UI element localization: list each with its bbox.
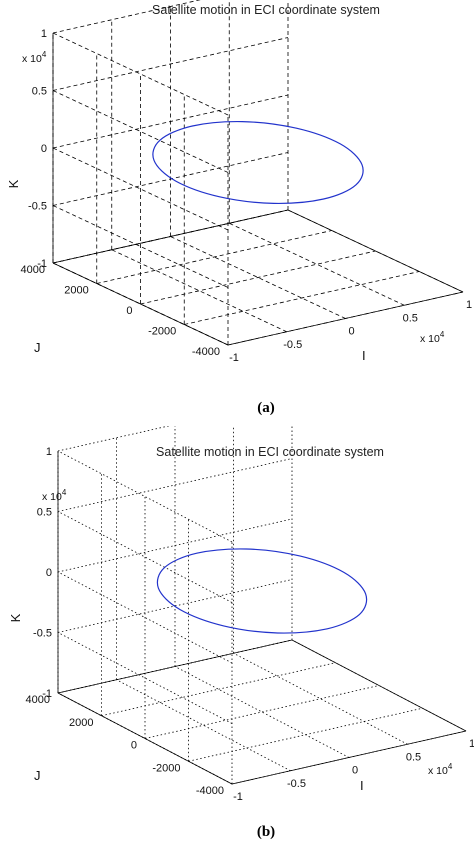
y-tick-label: -4000 bbox=[196, 785, 224, 797]
series-orbit bbox=[152, 120, 364, 205]
grid-line-x-floor bbox=[174, 666, 350, 758]
x-tick-label: -0.5 bbox=[283, 339, 302, 351]
x-exponent-power: 4 bbox=[440, 330, 445, 339]
x-exponent-base: x 10 bbox=[420, 333, 440, 345]
z-axis-label: K bbox=[8, 613, 23, 622]
chart-title: Satellite motion in ECI coordinate syste… bbox=[156, 445, 384, 459]
grid-line-z-side bbox=[57, 511, 233, 603]
tick-labels: -1-0.500.51-4000-2000020004000-1-0.500.5… bbox=[21, 28, 473, 364]
x-exponent: x 104 bbox=[420, 330, 445, 345]
z-tick-label: 0 bbox=[41, 143, 47, 155]
y-tick-label: 2000 bbox=[64, 285, 88, 297]
grid-line-x-floor bbox=[233, 652, 408, 745]
grid-line-z-side bbox=[57, 450, 233, 543]
z-tick-label: -0.5 bbox=[33, 628, 52, 640]
y-tick-label: -4000 bbox=[192, 346, 220, 358]
grid-line-y-floor bbox=[96, 230, 332, 284]
grid-line-z-back bbox=[52, 37, 289, 91]
caption-b: (b) bbox=[257, 824, 275, 840]
x-exponent-power: 4 bbox=[448, 762, 453, 771]
grid-line-y-floor bbox=[184, 271, 420, 325]
z-tick-label: 1 bbox=[46, 446, 52, 458]
grid-line-z-side bbox=[57, 571, 233, 664]
box-edge bbox=[291, 639, 467, 732]
x-tick-label: 0.5 bbox=[406, 751, 421, 763]
chart-a-svg: Satellite motion in ECI coordinate syste… bbox=[6, 0, 473, 416]
grid-line-x-floor bbox=[229, 222, 405, 306]
grid-line-y-floor bbox=[140, 250, 376, 305]
series-orbit bbox=[156, 548, 368, 634]
grid-lines bbox=[57, 426, 467, 785]
z-tick-label: 0 bbox=[46, 567, 52, 579]
grid-line-z-side bbox=[52, 147, 229, 231]
y-axis-label: J bbox=[34, 340, 41, 355]
chart-b-svg: Satellite motion in ECI coordinate syste… bbox=[8, 426, 474, 840]
x-exponent: x 104 bbox=[428, 762, 453, 777]
y-tick-label: 2000 bbox=[69, 717, 93, 729]
grid-line-z-back bbox=[52, 94, 289, 149]
z-exponent-base: x 10 bbox=[22, 53, 42, 65]
z-tick-label: -1 bbox=[42, 688, 52, 700]
x-tick-label: 1 bbox=[466, 299, 472, 311]
axis-edge-x bbox=[227, 291, 464, 346]
tick-labels: -1-0.500.51-4000-2000020004000-1-0.500.5… bbox=[26, 446, 474, 803]
x-exponent-base: x 10 bbox=[428, 765, 448, 777]
box-edge bbox=[52, 209, 289, 264]
chart-title: Satellite motion in ECI coordinate syste… bbox=[152, 3, 380, 17]
orbit-line bbox=[156, 548, 368, 634]
y-tick-label: 4000 bbox=[21, 264, 45, 276]
y-tick-label: -2000 bbox=[148, 326, 176, 338]
z-tick-label: 0.5 bbox=[37, 507, 52, 519]
z-exponent: x 104 bbox=[22, 50, 47, 65]
axis-edge-x bbox=[231, 730, 467, 785]
grid-line-y-floor bbox=[144, 685, 380, 739]
y-tick-label: 4000 bbox=[26, 694, 50, 706]
grid-line-z-side bbox=[52, 205, 229, 288]
z-exponent: x 104 bbox=[42, 488, 67, 503]
box-edge bbox=[287, 209, 464, 293]
z-tick-label: -0.5 bbox=[28, 201, 47, 213]
grid-line-y-floor bbox=[101, 662, 336, 717]
x-tick-label: 1 bbox=[469, 738, 474, 750]
axis-edge-y bbox=[57, 692, 233, 785]
x-axis-label: I bbox=[362, 348, 366, 363]
chart-panel-a: Satellite motion in ECI coordinate syste… bbox=[6, 0, 473, 416]
z-axis-label: K bbox=[6, 179, 21, 188]
grid-line-z-back bbox=[52, 0, 202, 34]
z-tick-label: 1 bbox=[41, 28, 47, 40]
z-exponent-power: 4 bbox=[62, 488, 67, 497]
x-tick-label: -0.5 bbox=[287, 778, 306, 790]
z-exponent-power: 4 bbox=[42, 50, 47, 59]
caption-a: (a) bbox=[257, 400, 275, 416]
grid-line-z-side bbox=[57, 632, 233, 724]
y-axis-label: J bbox=[34, 768, 41, 783]
orbit-line bbox=[152, 120, 364, 205]
x-tick-label: -1 bbox=[229, 352, 239, 364]
x-tick-label: 0 bbox=[348, 326, 354, 338]
grid-line-x-floor bbox=[170, 236, 346, 319]
x-tick-label: 0.5 bbox=[403, 312, 418, 324]
x-tick-label: -1 bbox=[233, 791, 243, 803]
chart-panel-b: Satellite motion in ECI coordinate syste… bbox=[0, 426, 474, 852]
grid-lines bbox=[52, 0, 464, 346]
x-axis-label: I bbox=[360, 778, 364, 793]
grid-line-x-floor bbox=[111, 249, 287, 333]
y-tick-label: 0 bbox=[126, 305, 132, 317]
grid-line-z-side bbox=[52, 90, 229, 173]
axis-edge-y bbox=[52, 262, 229, 346]
grid-line-z-side bbox=[52, 32, 229, 116]
z-tick-label: -1 bbox=[37, 258, 47, 270]
z-exponent-base: x 10 bbox=[42, 491, 62, 503]
y-tick-label: 0 bbox=[131, 740, 137, 752]
grid-line-x-floor bbox=[116, 679, 291, 772]
y-tick-label: -2000 bbox=[152, 762, 180, 774]
box-edge bbox=[57, 639, 293, 694]
x-tick-label: 0 bbox=[352, 765, 358, 777]
z-tick-label: 0.5 bbox=[32, 86, 47, 98]
